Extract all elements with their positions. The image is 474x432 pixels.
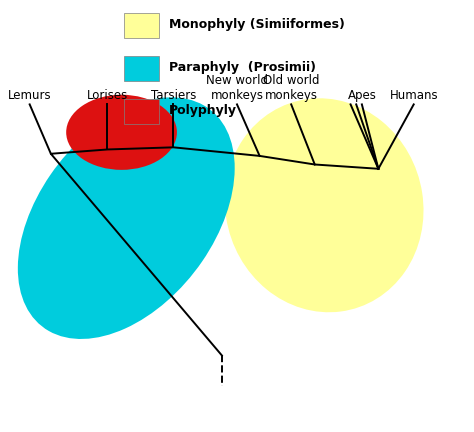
Ellipse shape	[225, 98, 424, 312]
Text: Paraphyly  (Prosimii): Paraphyly (Prosimii)	[169, 61, 316, 74]
Text: New world
monkeys: New world monkeys	[206, 74, 268, 102]
Text: Lorises: Lorises	[87, 89, 128, 102]
FancyBboxPatch shape	[124, 13, 159, 38]
Text: Lemurs: Lemurs	[8, 89, 52, 102]
Text: Tarsiers: Tarsiers	[151, 89, 196, 102]
Text: Polyphyly: Polyphyly	[169, 105, 237, 118]
FancyBboxPatch shape	[124, 56, 159, 81]
Text: Old world
monkeys: Old world monkeys	[263, 74, 319, 102]
Ellipse shape	[18, 97, 235, 339]
Text: Monophyly (Simiiformes): Monophyly (Simiiformes)	[169, 19, 345, 32]
Text: Apes: Apes	[347, 89, 376, 102]
FancyBboxPatch shape	[124, 99, 159, 124]
Ellipse shape	[66, 95, 177, 170]
Text: Humans: Humans	[390, 89, 438, 102]
